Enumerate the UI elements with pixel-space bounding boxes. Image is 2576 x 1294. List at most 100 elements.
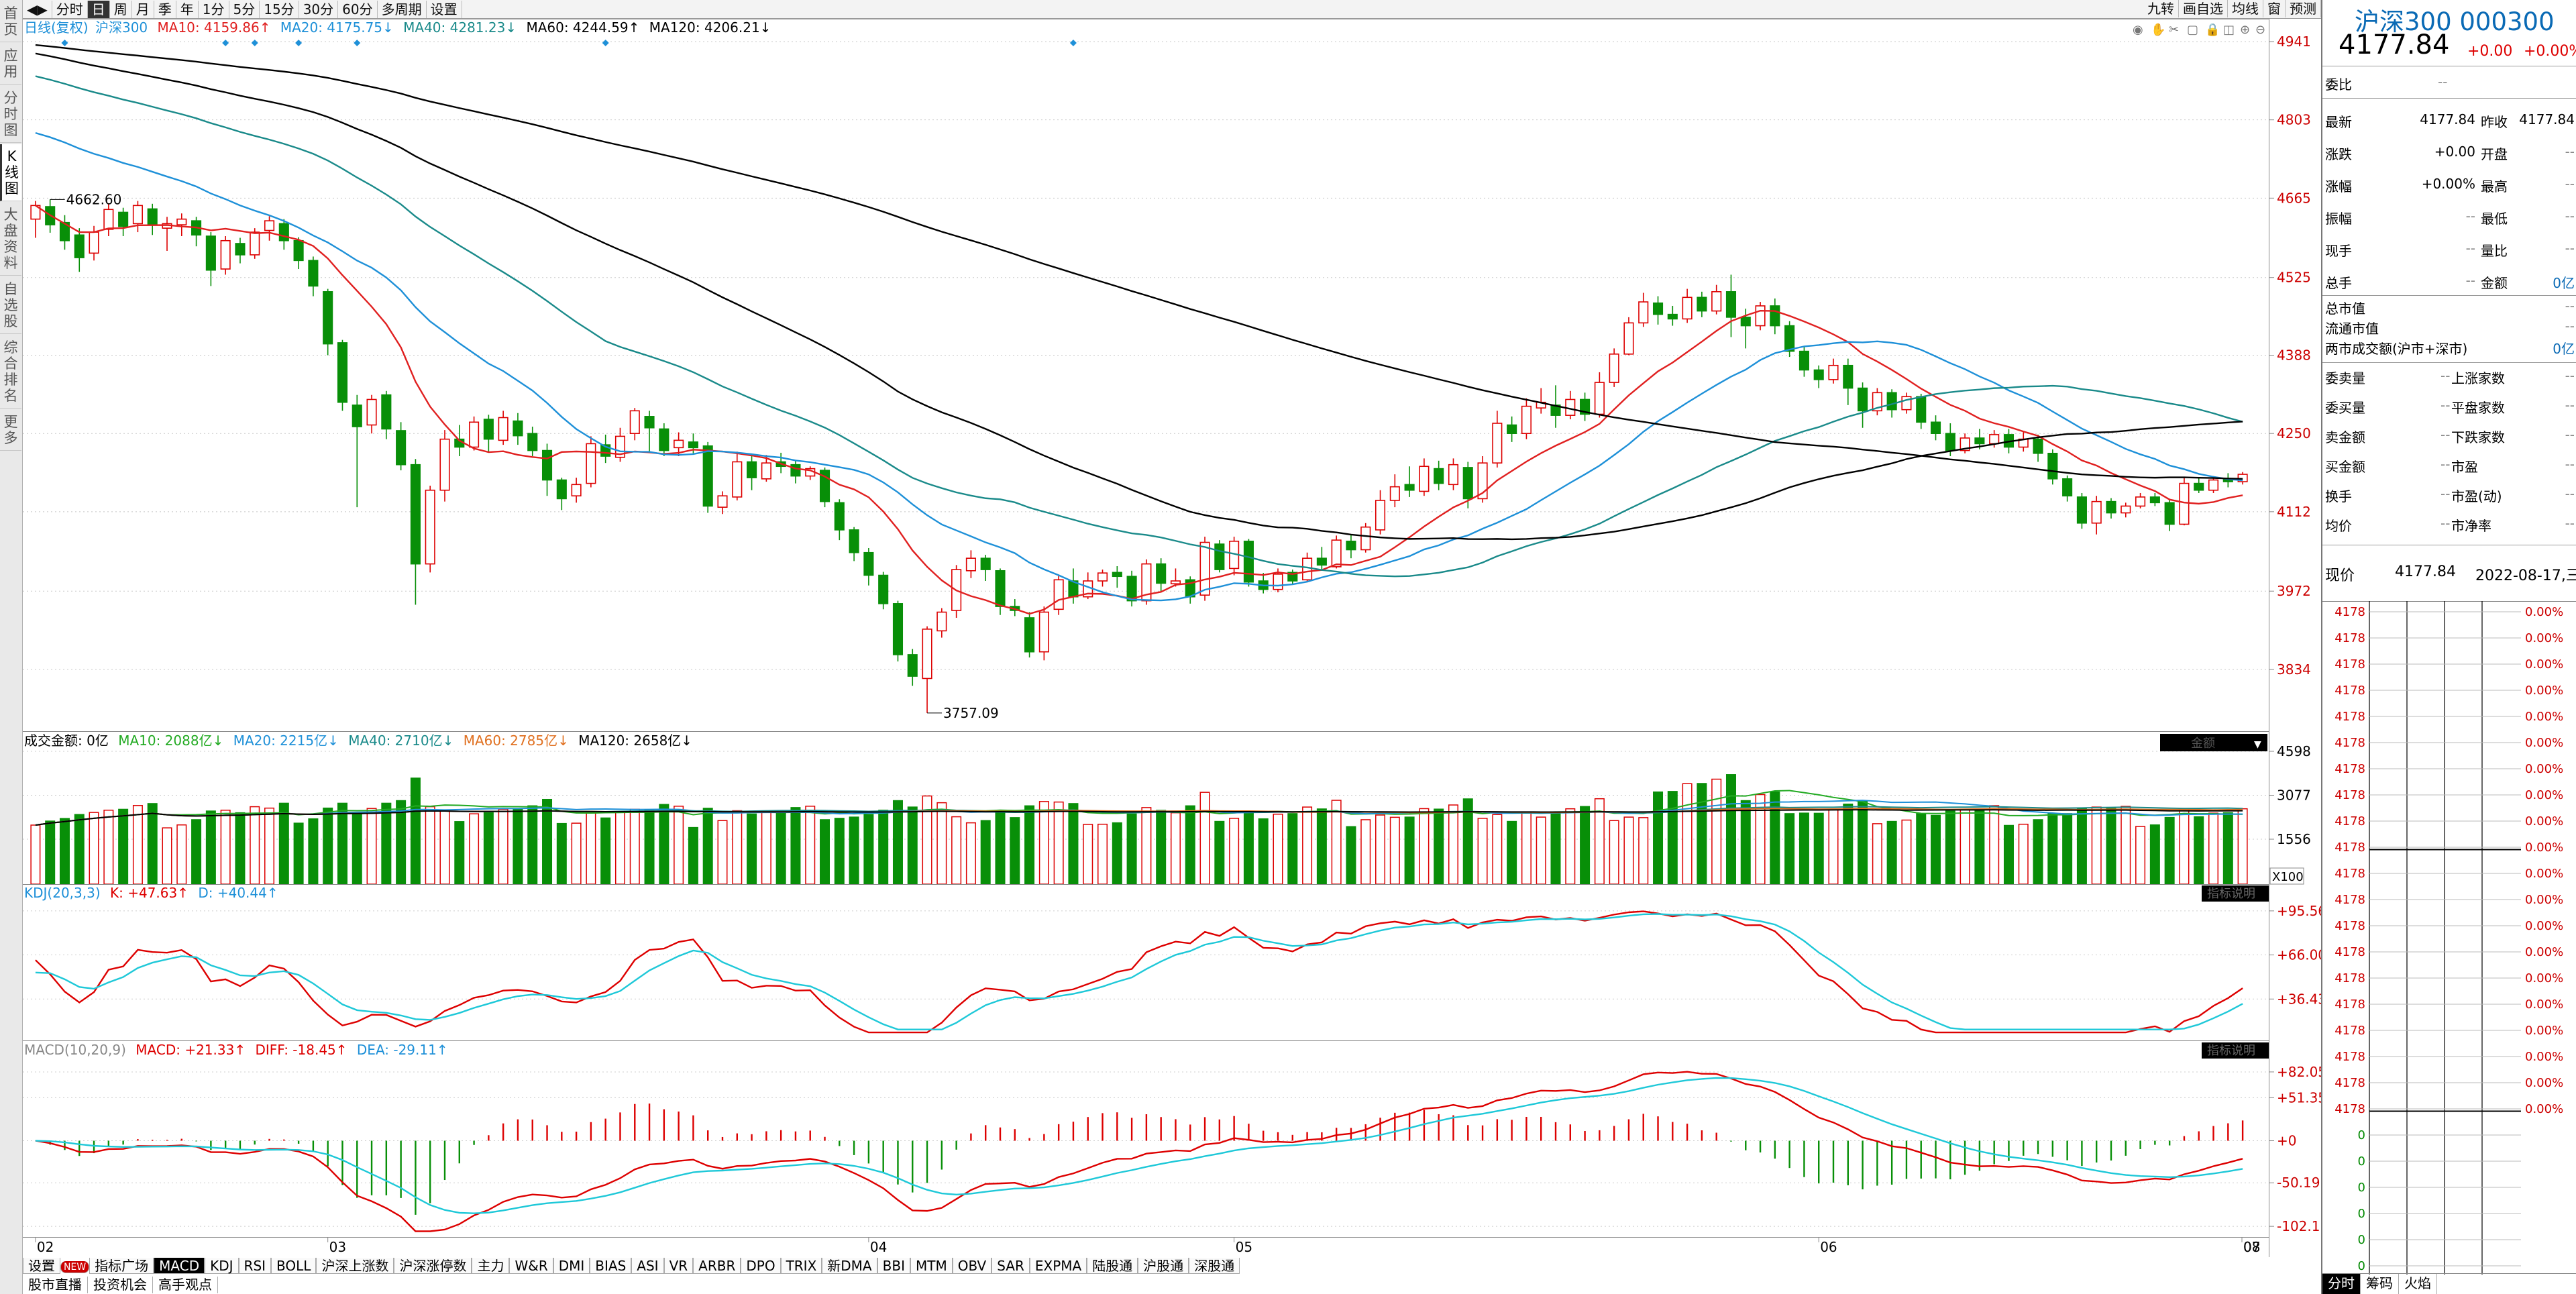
indicator-tab-9[interactable]: 主力 [472, 1258, 510, 1274]
indicator-tab-7[interactable]: 沪深上涨数 [316, 1258, 394, 1274]
candle-body [2121, 505, 2131, 514]
square-icon[interactable]: ▢ [2187, 23, 2198, 37]
period-tab-9[interactable]: 30分 [299, 0, 339, 18]
volume-bar [1229, 818, 1240, 885]
rail-item-5[interactable]: 自选股 [0, 277, 21, 334]
diff-line [35, 1071, 2243, 1232]
period-tab-7[interactable]: 5分 [229, 0, 260, 18]
period-tab-4[interactable]: 季 [154, 0, 176, 18]
tool-button-4[interactable]: 预测 [2286, 0, 2321, 17]
chart-tool-icons[interactable]: ◉ ✋ ✂ ▢ 🔒 ◫ ⊕ ⊖ [2133, 22, 2265, 37]
candle [541, 443, 553, 496]
period-tab-5[interactable]: 年 [176, 0, 199, 18]
indicator-tab-10[interactable]: W&R [509, 1258, 553, 1274]
candle [556, 478, 567, 510]
tool-button-3[interactable]: 窗 [2263, 0, 2286, 17]
ladder-pct: 0.00% [2525, 919, 2563, 933]
period-tab-6[interactable]: 1分 [199, 0, 229, 18]
rail-item-0[interactable]: 首页 [0, 1, 21, 42]
right-bottom-tab-1[interactable]: 筹码 [2361, 1274, 2399, 1294]
volume-dropdown[interactable]: 金额 ▼ [2160, 734, 2267, 751]
candle-body [834, 502, 845, 531]
zoom-out-icon[interactable]: ⊖ [2255, 23, 2265, 37]
scissors-icon[interactable]: ✂ [2169, 23, 2179, 37]
indicator-tab-15[interactable]: ARBR [693, 1258, 741, 1274]
chart-area[interactable]: 4941 4803 4665 4525 4388 4250 4112 3972 3834 466… [23, 19, 2321, 1257]
indicator-tab-12[interactable]: BIAS [590, 1258, 632, 1274]
rail-item-4[interactable]: 大盘资料 [0, 203, 21, 276]
indicator-tab-20[interactable]: MTM [910, 1258, 953, 1274]
candle-body [89, 231, 99, 254]
macd-info-badge[interactable] [2202, 1042, 2269, 1059]
breadth-value: -- [2440, 456, 2451, 472]
indicator-tab-11[interactable]: DMI [553, 1258, 590, 1274]
period-tab-11[interactable]: 多周期 [378, 0, 427, 18]
indicator-tab-22[interactable]: SAR [991, 1258, 1030, 1274]
volume-bar [1097, 823, 1108, 885]
tool-button-2[interactable]: 均线 [2228, 0, 2263, 17]
right-bottom-tab-2[interactable]: 火焰 [2399, 1274, 2437, 1294]
indicator-tab-13[interactable]: ASI [631, 1258, 664, 1274]
period-tab-3[interactable]: 月 [132, 0, 154, 18]
macd-histogram [49, 1103, 2244, 1215]
rail-item-2[interactable]: 分时图 [0, 86, 21, 143]
candle [1126, 570, 1137, 607]
period-tab-8[interactable]: 15分 [260, 0, 299, 18]
indicator-tab-26[interactable]: 深股通 [1189, 1258, 1240, 1274]
chevron-down-icon: ▼ [2254, 739, 2261, 750]
indicator-tab-23[interactable]: EXPMA [1029, 1258, 1087, 1274]
indicator-tab-6[interactable]: BOLL [271, 1258, 317, 1274]
indicator-tab-17[interactable]: TRIX [780, 1258, 822, 1274]
zoom-in-icon[interactable]: ⊕ [2240, 23, 2250, 37]
candle [1287, 570, 1298, 584]
window-icon[interactable]: ◫ [2223, 23, 2235, 37]
period-tab-0[interactable]: 分时 [52, 0, 88, 18]
indicator-tab-14[interactable]: VR [663, 1258, 694, 1274]
indicator-tab-25[interactable]: 沪股通 [1138, 1258, 1189, 1274]
kdj-legend: KDJ(20,3,3) K: +47.63↑ D: +40.44↑ [24, 885, 278, 901]
cap-label: 流通市值 [2325, 321, 2379, 337]
candle [278, 219, 289, 250]
volume-bar [1813, 812, 1824, 885]
tool-button-0[interactable]: 九转 [2143, 0, 2179, 17]
lock-icon[interactable]: 🔒 [2205, 23, 2220, 37]
candle-body [1580, 398, 1591, 415]
indicator-tab-1[interactable]: NEW [60, 1260, 90, 1273]
indicator-tab-0[interactable]: 设置 [23, 1258, 60, 1274]
volume-title: 成交金额: 0亿 [24, 733, 109, 749]
rail-item-1[interactable]: 应用 [0, 44, 21, 85]
indicator-tab-24[interactable]: 陆股通 [1087, 1258, 1138, 1274]
indicator-tab-21[interactable]: OBV [952, 1258, 992, 1274]
candle-body [1755, 305, 1766, 327]
indicator-tab-16[interactable]: DPO [741, 1258, 781, 1274]
bottom-tab-2[interactable]: 高手观点 [153, 1277, 218, 1293]
indicator-tab-8[interactable]: 沪深涨停数 [394, 1258, 472, 1274]
indicator-tab-2[interactable]: 指标广场 [89, 1258, 154, 1274]
period-tab-12[interactable]: 设置 [427, 0, 462, 18]
hand-icon[interactable]: ✋ [2151, 22, 2165, 37]
candle-body [308, 260, 319, 287]
bottom-tab-1[interactable]: 投资机会 [88, 1277, 153, 1293]
indicator-tab-5[interactable]: RSI [238, 1258, 272, 1274]
period-tab-2[interactable]: 周 [110, 0, 132, 18]
rail-item-6[interactable]: 综合排名 [0, 335, 21, 409]
indicator-tab-18[interactable]: 新DMA [822, 1258, 877, 1274]
kdj-info-badge[interactable] [2202, 885, 2269, 902]
period-tab-1[interactable]: 日 [87, 0, 110, 18]
period-tab-10[interactable]: 60分 [338, 0, 378, 18]
ladder-price: 0 [2358, 1154, 2365, 1169]
quote-value: -- [2565, 208, 2575, 224]
right-bottom-tab-0[interactable]: 分时 [2322, 1274, 2361, 1294]
rail-item-3[interactable]: K线图 [0, 144, 21, 201]
nav-arrows[interactable]: ◀▶ [23, 0, 52, 18]
quote-value: -- [2565, 240, 2575, 256]
indicator-tab-19[interactable]: BBI [877, 1258, 910, 1274]
eye-icon[interactable]: ◉ [2133, 23, 2143, 37]
indicator-tab-3[interactable]: MACD [154, 1258, 205, 1274]
rail-item-7[interactable]: 更多 [0, 410, 21, 451]
bottom-tab-0[interactable]: 股市直播 [23, 1277, 88, 1293]
candle-body [1360, 526, 1371, 551]
indicator-tab-4[interactable]: KDJ [205, 1258, 239, 1274]
volume-bar [1141, 807, 1152, 885]
tool-button-1[interactable]: 画自选 [2179, 0, 2228, 17]
